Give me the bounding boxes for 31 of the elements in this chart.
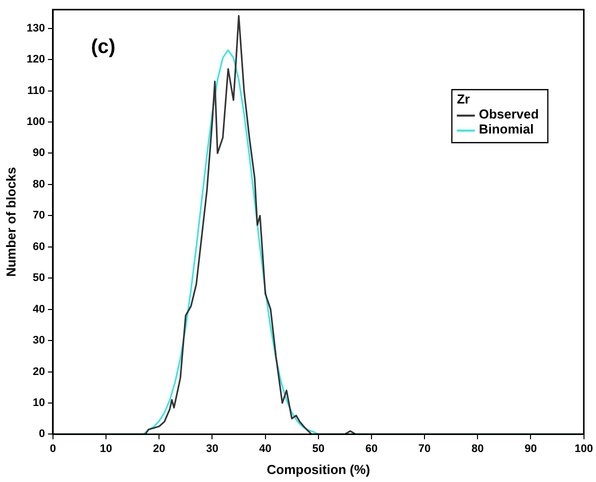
y-tick-label: 120 bbox=[26, 54, 45, 66]
x-tick-label: 50 bbox=[312, 442, 325, 455]
x-tick-label: 80 bbox=[472, 442, 484, 455]
y-axis-title: Number of blocks bbox=[3, 167, 18, 277]
legend-title: Zr bbox=[456, 92, 470, 107]
y-tick-label: 110 bbox=[27, 84, 45, 97]
y-tick-label: 50 bbox=[32, 272, 45, 284]
y-tick-label: 10 bbox=[32, 397, 45, 410]
y-tick-label: 40 bbox=[32, 303, 45, 316]
y-tick-label: 0 bbox=[38, 428, 45, 440]
y-tick-label: 20 bbox=[32, 366, 45, 378]
y-tick-label: 60 bbox=[32, 240, 45, 253]
x-tick-label: 100 bbox=[574, 442, 594, 455]
y-tick-label: 80 bbox=[32, 178, 45, 190]
x-tick-label: 60 bbox=[365, 442, 378, 455]
y-tick-label: 130 bbox=[26, 22, 45, 34]
x-tick-label: 0 bbox=[50, 442, 56, 455]
x-tick-label: 40 bbox=[259, 442, 272, 455]
x-tick-label: 20 bbox=[153, 442, 166, 455]
y-tick-label: 100 bbox=[26, 116, 45, 128]
x-tick-label: 70 bbox=[418, 442, 431, 455]
y-tick-label: 90 bbox=[32, 147, 45, 160]
x-axis-title: Composition (%) bbox=[266, 462, 370, 477]
legend-label: Binomial bbox=[478, 122, 534, 137]
y-tick-label: 70 bbox=[32, 210, 45, 222]
x-tick-label: 30 bbox=[206, 442, 218, 455]
legend-label: Observed bbox=[478, 106, 539, 122]
x-tick-label: 90 bbox=[524, 442, 537, 455]
y-tick-label: 30 bbox=[32, 334, 45, 347]
x-tick-label: 10 bbox=[100, 442, 112, 455]
annotation: (c) bbox=[90, 36, 116, 58]
